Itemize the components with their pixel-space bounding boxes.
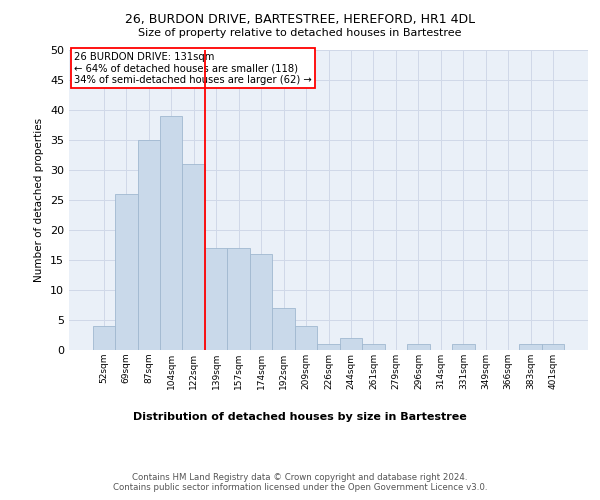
Bar: [115, 194, 137, 350]
Bar: [227, 248, 250, 350]
Bar: [452, 344, 475, 350]
Bar: [362, 344, 385, 350]
Bar: [137, 140, 160, 350]
Bar: [295, 326, 317, 350]
Bar: [92, 326, 115, 350]
Bar: [340, 338, 362, 350]
Bar: [542, 344, 565, 350]
Y-axis label: Number of detached properties: Number of detached properties: [34, 118, 44, 282]
Bar: [272, 308, 295, 350]
Bar: [317, 344, 340, 350]
Text: Contains HM Land Registry data © Crown copyright and database right 2024.
Contai: Contains HM Land Registry data © Crown c…: [113, 472, 487, 492]
Bar: [407, 344, 430, 350]
Text: Size of property relative to detached houses in Bartestree: Size of property relative to detached ho…: [138, 28, 462, 38]
Text: Distribution of detached houses by size in Bartestree: Distribution of detached houses by size …: [133, 412, 467, 422]
Text: 26, BURDON DRIVE, BARTESTREE, HEREFORD, HR1 4DL: 26, BURDON DRIVE, BARTESTREE, HEREFORD, …: [125, 12, 475, 26]
Text: 26 BURDON DRIVE: 131sqm
← 64% of detached houses are smaller (118)
34% of semi-d: 26 BURDON DRIVE: 131sqm ← 64% of detache…: [74, 52, 312, 84]
Bar: [205, 248, 227, 350]
Bar: [250, 254, 272, 350]
Bar: [520, 344, 542, 350]
Bar: [160, 116, 182, 350]
Bar: [182, 164, 205, 350]
